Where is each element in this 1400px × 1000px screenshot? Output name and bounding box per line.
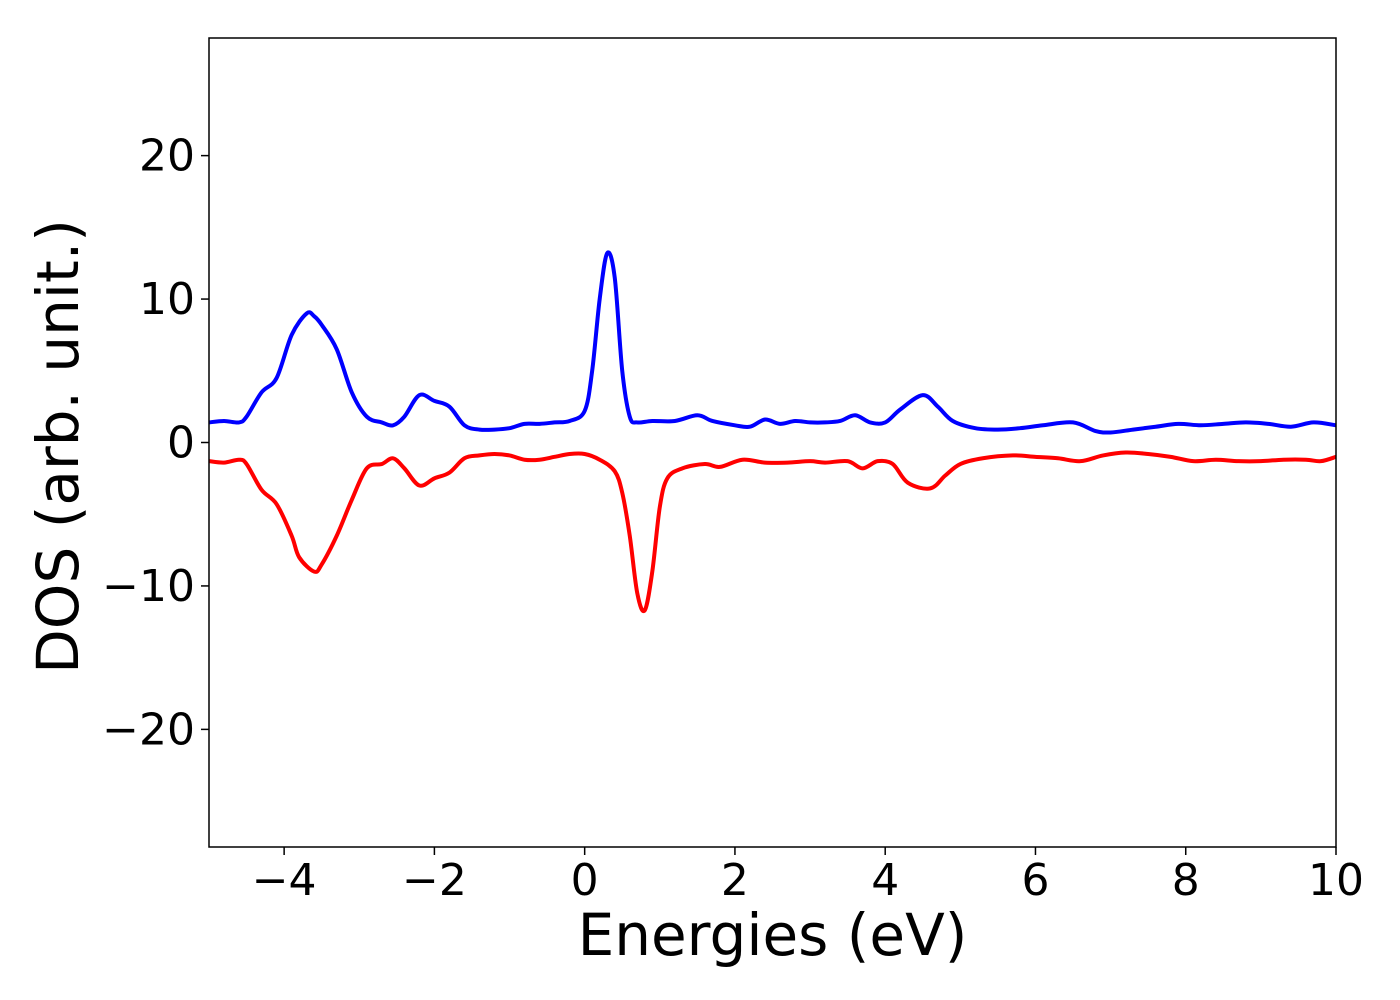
series-layer — [209, 250, 1336, 614]
series-line-1 — [209, 450, 1336, 614]
plot-frame — [208, 37, 1337, 848]
x-tick-label: 8 — [1172, 855, 1200, 906]
x-tick-label: −2 — [402, 855, 467, 906]
x-tick-label: 2 — [721, 855, 749, 906]
x-axis-label: Energies (eV) — [578, 901, 968, 969]
x-tick-label: 10 — [1308, 855, 1364, 906]
x-tick-label: 6 — [1021, 855, 1049, 906]
y-tick-label: 10 — [139, 274, 195, 325]
y-tick-label: 20 — [139, 131, 195, 182]
y-tick-label: −20 — [102, 704, 195, 755]
y-tick-label: 0 — [167, 418, 195, 469]
y-tick-label: −10 — [102, 561, 195, 612]
x-tick-label: −4 — [252, 855, 317, 906]
y-axis-label: DOS (arb. unit.) — [24, 219, 92, 674]
x-tick-label: 4 — [871, 855, 899, 906]
x-tick-label: 0 — [571, 855, 599, 906]
series-line-0 — [209, 250, 1336, 435]
